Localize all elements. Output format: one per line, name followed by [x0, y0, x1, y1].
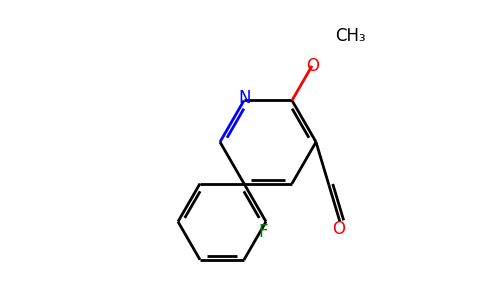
Text: F: F [258, 223, 268, 241]
Text: CH₃: CH₃ [335, 27, 365, 45]
Text: O: O [333, 220, 346, 238]
Text: O: O [306, 57, 319, 75]
Text: N: N [239, 89, 251, 107]
